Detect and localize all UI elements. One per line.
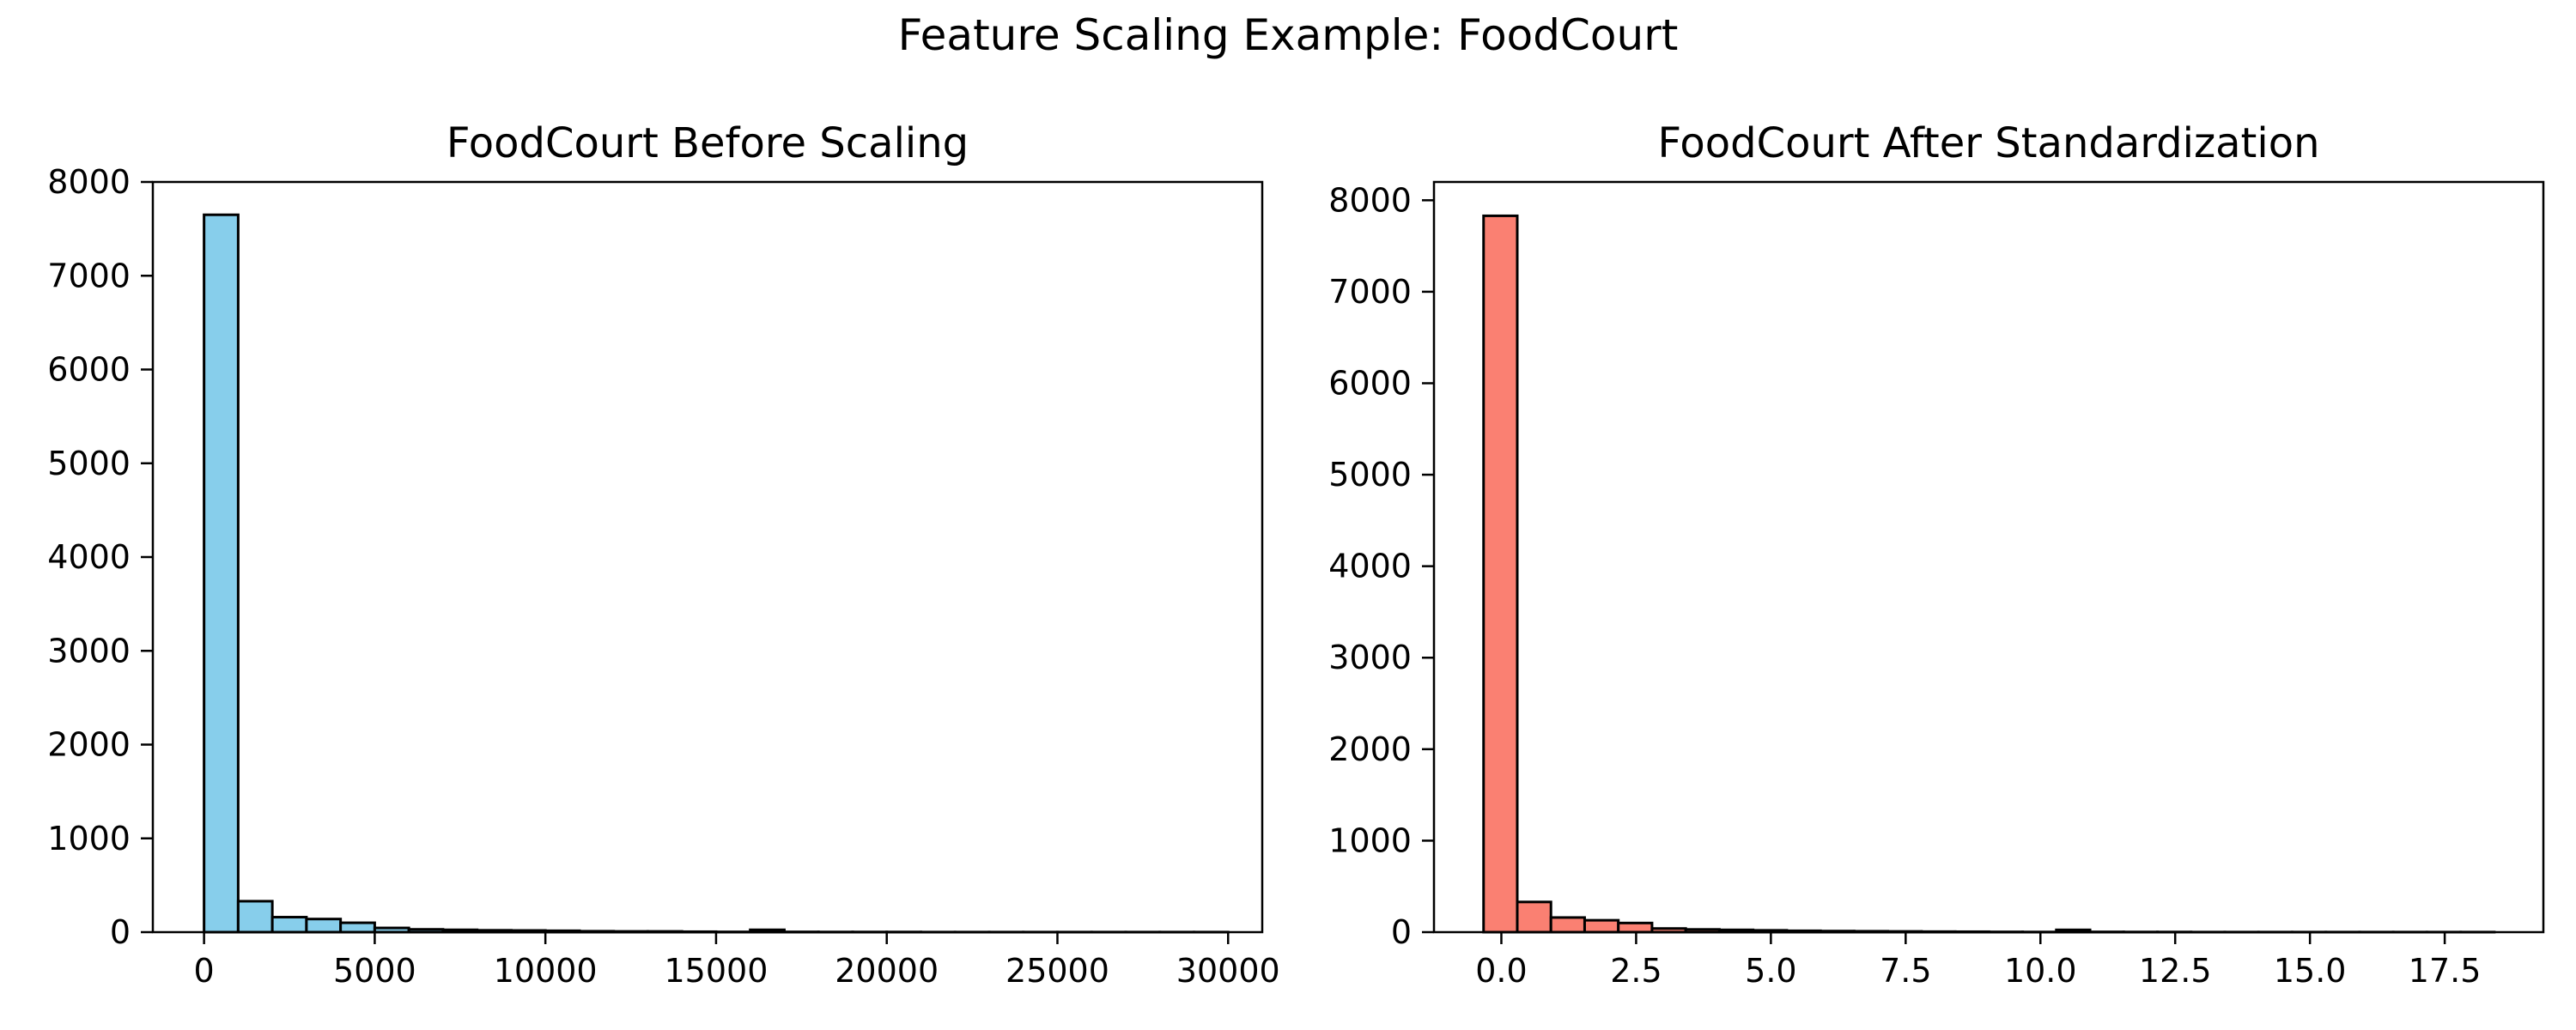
y-tick-label: 2000 [1328,730,1412,768]
y-tick-label: 2000 [47,726,131,764]
x-tick-label: 7.5 [1880,952,1931,990]
y-tick-label: 4000 [47,538,131,576]
x-tick-label: 30000 [1176,952,1280,990]
y-tick-label: 6000 [47,351,131,389]
x-tick-label: 20000 [835,952,939,990]
subplot-before-scaling: FoodCourt Before Scaling 0 5000 10000 15000… [47,119,1279,990]
y-tick-label: 7000 [1328,273,1412,311]
x-tick-label: 5000 [333,952,416,990]
subplot-title-after: FoodCourt After Standardization [1658,119,2320,167]
histogram-bar [305,918,343,934]
x-tick-label: 0 [194,952,215,990]
y-tick-label: 1000 [1328,821,1412,859]
y-tick-label: 4000 [1328,548,1412,585]
histogram-bar [236,900,274,934]
ticks-before: 0 5000 10000 15000 20000 25000 30000 0 1000 2000 3… [47,163,1279,990]
histogram-bar [339,921,376,934]
subplot-after-standardization: FoodCourt After Standardization 0.0 2.5 5.… [1328,119,2545,990]
y-tick-label: 0 [110,913,131,951]
histogram-bar [1482,214,1519,934]
subplot-title-before: FoodCourt Before Scaling [447,119,969,167]
x-tick-label: 10.0 [2004,952,2077,990]
y-tick-label: 1000 [47,820,131,857]
histogram-bar [270,916,308,934]
histogram-bar [1583,918,1620,934]
figure-title: Feature Scaling Example: FoodCourt [898,10,1679,60]
histogram-bar [203,213,240,934]
x-tick-label: 5.0 [1745,952,1796,990]
histogram-bar [1549,916,1586,934]
ticks-after: 0.0 2.5 5.0 7.5 10.0 12.5 15.0 17.5 0 1000 2000 300… [1328,181,2481,990]
x-tick-label: 0.0 [1475,952,1527,990]
x-tick-label: 25000 [1005,952,1109,990]
y-tick-label: 0 [1391,913,1412,951]
y-tick-label: 8000 [1328,181,1412,219]
x-tick-label: 15.0 [2274,952,2347,990]
y-tick-label: 8000 [47,163,131,201]
x-tick-label: 2.5 [1610,952,1662,990]
axes-frame-after [1432,180,2545,934]
y-tick-label: 5000 [1328,456,1412,494]
x-tick-label: 12.5 [2139,952,2212,990]
histogram-bar [1516,900,1552,934]
axes-frame-before [151,180,1264,934]
bars-after [1482,214,2496,934]
x-tick-label: 17.5 [2409,952,2482,990]
histogram-bar [1617,921,1654,934]
y-tick-label: 5000 [47,445,131,482]
y-tick-label: 3000 [1328,639,1412,676]
y-tick-label: 7000 [47,257,131,294]
y-tick-label: 6000 [1328,364,1412,402]
bars-before [203,213,1230,934]
x-tick-label: 10000 [494,952,598,990]
y-tick-label: 3000 [47,632,131,670]
x-tick-label: 15000 [664,952,768,990]
